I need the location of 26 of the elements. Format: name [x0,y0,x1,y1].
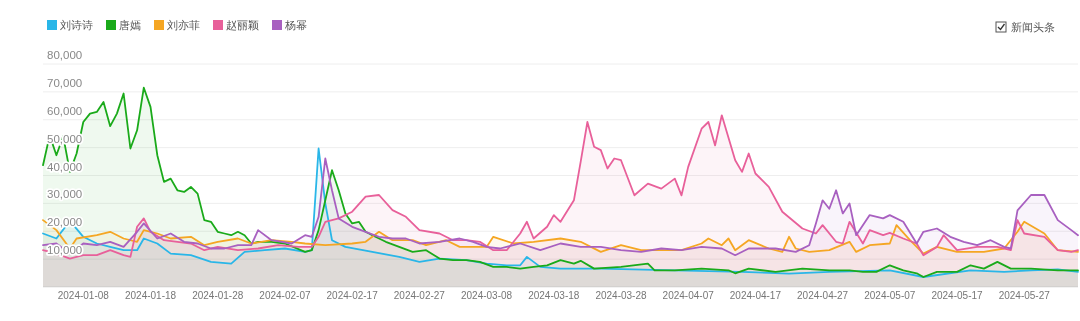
legend-label: 杨幂 [284,19,307,31]
x-tick-label: 2024-05-27 [998,290,1051,301]
x-tick-label: 2024-04-27 [797,290,849,301]
x-tick-label: 2024-05-17 [931,290,984,301]
x-tick-label: 2024-02-07 [259,290,311,301]
text: 新闻头条 [1011,21,1055,33]
x-tick-label: 2024-02-17 [326,290,379,301]
x-tick-label: 2024-03-18 [528,290,580,301]
y-tick-label: 60,000 [47,104,83,117]
legend-label: 赵丽颖 [226,19,259,31]
x-tick-label: 2024-01-08 [57,290,110,301]
y-tick-label: 30,000 [47,188,83,201]
x-tick-label: 2024-03-28 [595,290,647,301]
x-tick-label: 2024-03-08 [460,290,513,301]
y-tick-label: 80,000 [47,49,83,61]
y-tick-label: 20,000 [47,216,83,229]
x-tick-label: 2024-04-07 [662,290,715,301]
legend-label: 唐嫣 [119,19,141,31]
y-tick-label: 70,000 [47,76,83,89]
x-tick-label: 2024-04-17 [729,290,782,301]
x-tick-label: 2024-02-27 [393,290,446,301]
legend-label: 刘诗诗 [60,19,93,31]
x-tick-label: 2024-05-07 [864,290,916,301]
x-tick-label: 2024-01-28 [192,290,244,301]
x-tick-label: 2024-01-18 [124,290,177,301]
legend-label: 刘亦菲 [167,19,200,31]
